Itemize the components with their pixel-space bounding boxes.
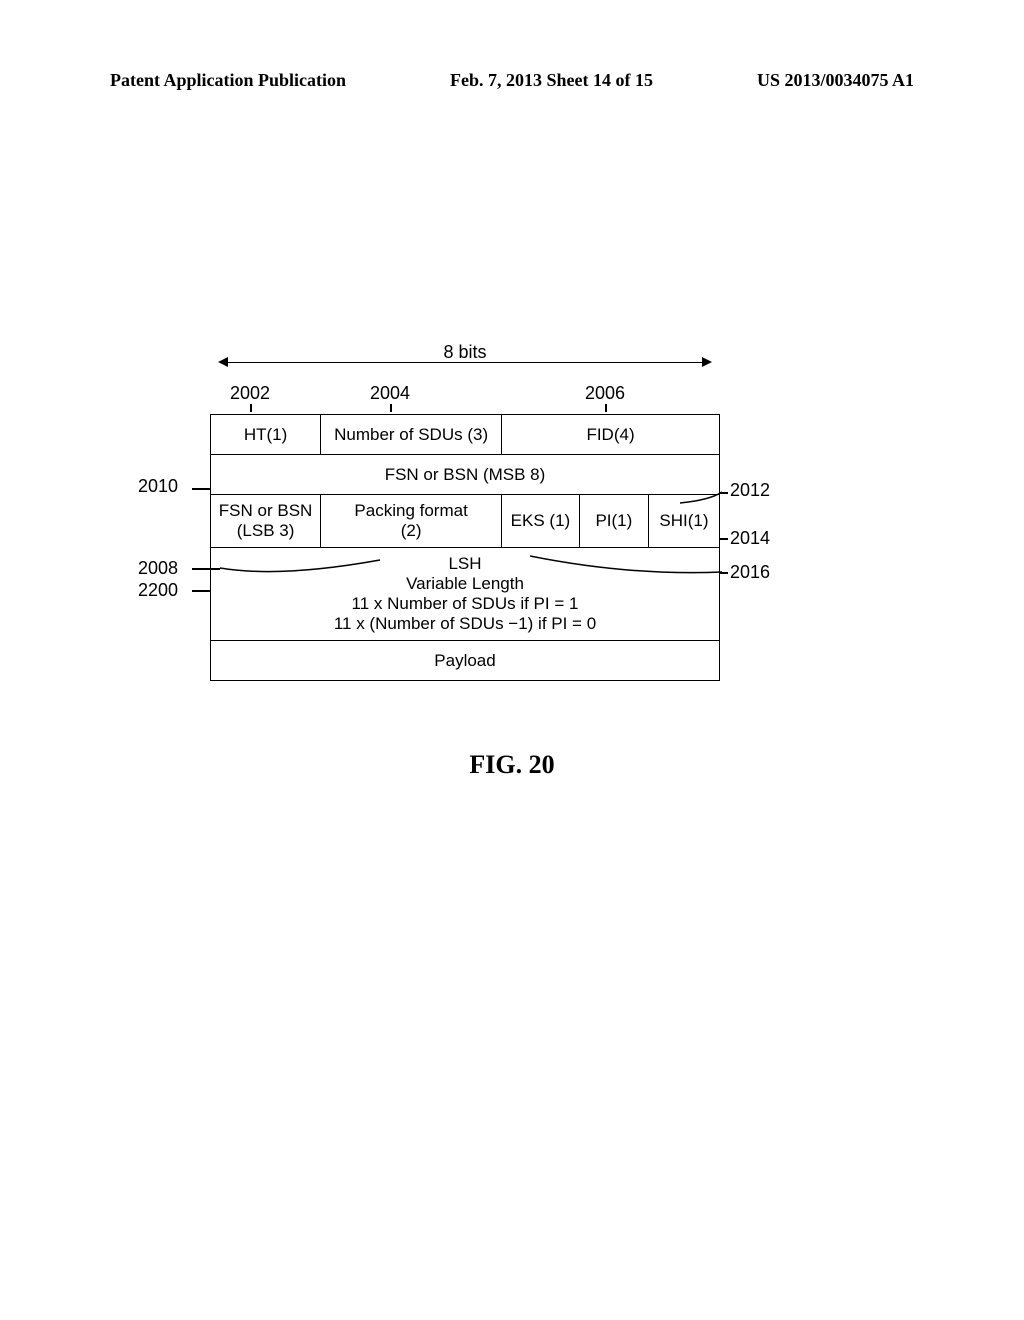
- header-right: US 2013/0034075 A1: [757, 70, 914, 91]
- cell-fsn-msb: FSN or BSN (MSB 8): [211, 455, 720, 495]
- table-row-2: FSN or BSN (MSB 8): [211, 455, 720, 495]
- ref-2004: 2004: [370, 383, 410, 403]
- tick-2016: [720, 572, 728, 574]
- label-2014: 2014: [730, 528, 770, 549]
- header-center: Feb. 7, 2013 Sheet 14 of 15: [450, 70, 653, 91]
- label-2010: 2010: [138, 476, 178, 497]
- cell-payload: Payload: [211, 641, 720, 681]
- cell-pi: PI(1): [579, 495, 648, 548]
- ref-2006: 2006: [585, 383, 625, 403]
- table-row-3: FSN or BSN (LSB 3) Packing format (2) EK…: [211, 495, 720, 548]
- cell-lsh: LSH Variable Length 11 x Number of SDUs …: [211, 548, 720, 641]
- tick-2200: [192, 590, 210, 592]
- cell-eks: EKS (1): [502, 495, 580, 548]
- tick-2012: [720, 492, 728, 494]
- cell-num-sdus: Number of SDUs (3): [321, 415, 502, 455]
- ref-2002: 2002: [230, 383, 270, 403]
- cell-fsn-lsb-text: FSN or BSN (LSB 3): [215, 501, 316, 541]
- table-row-4: LSH Variable Length 11 x Number of SDUs …: [211, 548, 720, 641]
- tick-2014: [720, 538, 728, 540]
- label-2008: 2008: [138, 558, 178, 579]
- figure-caption: FIG. 20: [0, 750, 1024, 780]
- width-label-text: 8 bits: [435, 342, 494, 362]
- tick-2010: [192, 488, 210, 490]
- top-refs-row: 2002 2004 2006: [210, 380, 720, 404]
- cell-fid: FID(4): [502, 415, 720, 455]
- tick-2006: [605, 404, 607, 412]
- cell-ht: HT(1): [211, 415, 321, 455]
- tick-2004: [390, 404, 392, 412]
- table-row-5: Payload: [211, 641, 720, 681]
- cell-fsn-lsb: FSN or BSN (LSB 3): [211, 495, 321, 548]
- tick-2002: [250, 404, 252, 412]
- tick-2008: [192, 568, 220, 570]
- cell-lsh-text: LSH Variable Length 11 x Number of SDUs …: [215, 554, 715, 634]
- cell-packing-format: Packing format (2): [321, 495, 502, 548]
- cell-shi: SHI(1): [648, 495, 719, 548]
- label-2016: 2016: [730, 562, 770, 583]
- label-2012: 2012: [730, 480, 770, 501]
- top-tick-row: [210, 404, 720, 414]
- label-2200: 2200: [138, 580, 178, 601]
- cell-packing-text: Packing format (2): [325, 501, 497, 541]
- pdu-table: HT(1) Number of SDUs (3) FID(4) FSN or B…: [210, 414, 720, 681]
- diagram-container: 8 bits 2002 2004 2006 HT(1) Number of SD…: [210, 380, 790, 681]
- page-header: Patent Application Publication Feb. 7, 2…: [0, 70, 1024, 91]
- width-label: 8 bits: [210, 350, 720, 371]
- table-row-1: HT(1) Number of SDUs (3) FID(4): [211, 415, 720, 455]
- header-left: Patent Application Publication: [110, 70, 346, 91]
